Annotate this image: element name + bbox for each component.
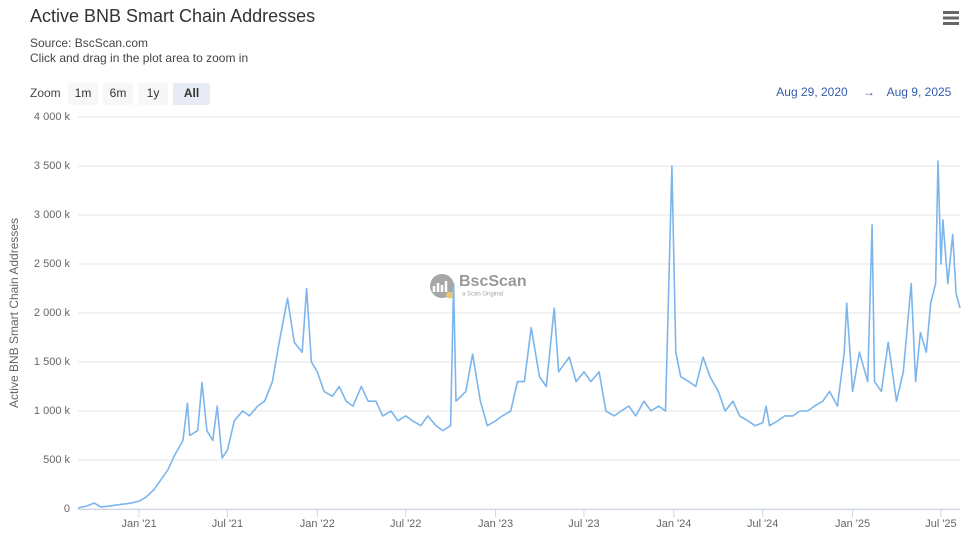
watermark-text: BscScan [459, 273, 527, 290]
zoom-buttons: 1m 6m 1y All [68, 83, 210, 105]
x-tick-label: Jul '25 [925, 518, 956, 530]
y-tick-label: 2 500 k [34, 258, 71, 270]
zoom-button[interactable] [173, 83, 210, 105]
x-tick-label: Jan '22 [300, 518, 335, 530]
x-tick-label: Jan '24 [656, 518, 691, 530]
zoom-button[interactable] [103, 83, 133, 105]
zoom-label: Zoom [30, 86, 61, 100]
menu-bar [943, 11, 959, 14]
zoom-button[interactable] [68, 83, 98, 105]
x-tick-label: Jul '21 [212, 518, 243, 530]
zoom-button-label[interactable]: All [184, 86, 199, 100]
menu-button[interactable] [940, 8, 962, 28]
watermark: BscScan a Scan Original [430, 273, 527, 299]
x-tick-label: Jul '23 [568, 518, 599, 530]
y-tick-label: 500 k [43, 454, 70, 466]
watermark-sub: a Scan Original [462, 292, 503, 298]
y-tick-label: 1 000 k [34, 405, 71, 417]
y-tick-label: 2 000 k [34, 307, 71, 319]
y-tick-label: 3 000 k [34, 209, 71, 221]
chart-title: Active BNB Smart Chain Addresses [30, 6, 315, 26]
x-tick-label: Jan '21 [121, 518, 156, 530]
x-tick-label: Jul '24 [747, 518, 778, 530]
menu-bar [943, 22, 959, 25]
zoom-button[interactable] [138, 83, 168, 105]
y-tick-label: 3 500 k [34, 160, 71, 172]
zoom-button-label[interactable]: 1y [147, 86, 160, 100]
x-tick-label: Jul '22 [390, 518, 421, 530]
zoom-button-label[interactable]: 6m [110, 86, 127, 100]
x-tick-label: Jan '25 [835, 518, 870, 530]
y-tick-label: 4 000 k [34, 111, 71, 123]
line-series [77, 160, 961, 509]
menu-bar [943, 16, 959, 20]
range-to[interactable]: Aug 9, 2025 [887, 85, 952, 99]
y-tick-label: 1 500 k [34, 356, 71, 368]
y-tick-label: 0 [64, 503, 70, 515]
range-arrow: → [863, 85, 875, 99]
range-from[interactable]: Aug 29, 2020 [776, 85, 848, 99]
y-axis-title: Active BNB Smart Chain Addresses [7, 218, 21, 408]
source: Source: BscScan.com [30, 36, 148, 50]
zoom-button-label[interactable]: 1m [75, 86, 92, 100]
watermark-icon-bars [432, 281, 448, 292]
watermark-icon-accent [446, 292, 453, 299]
x-tick-label: Jan '23 [478, 518, 513, 530]
subtitle: Click and drag in the plot area to zoom … [30, 51, 248, 65]
